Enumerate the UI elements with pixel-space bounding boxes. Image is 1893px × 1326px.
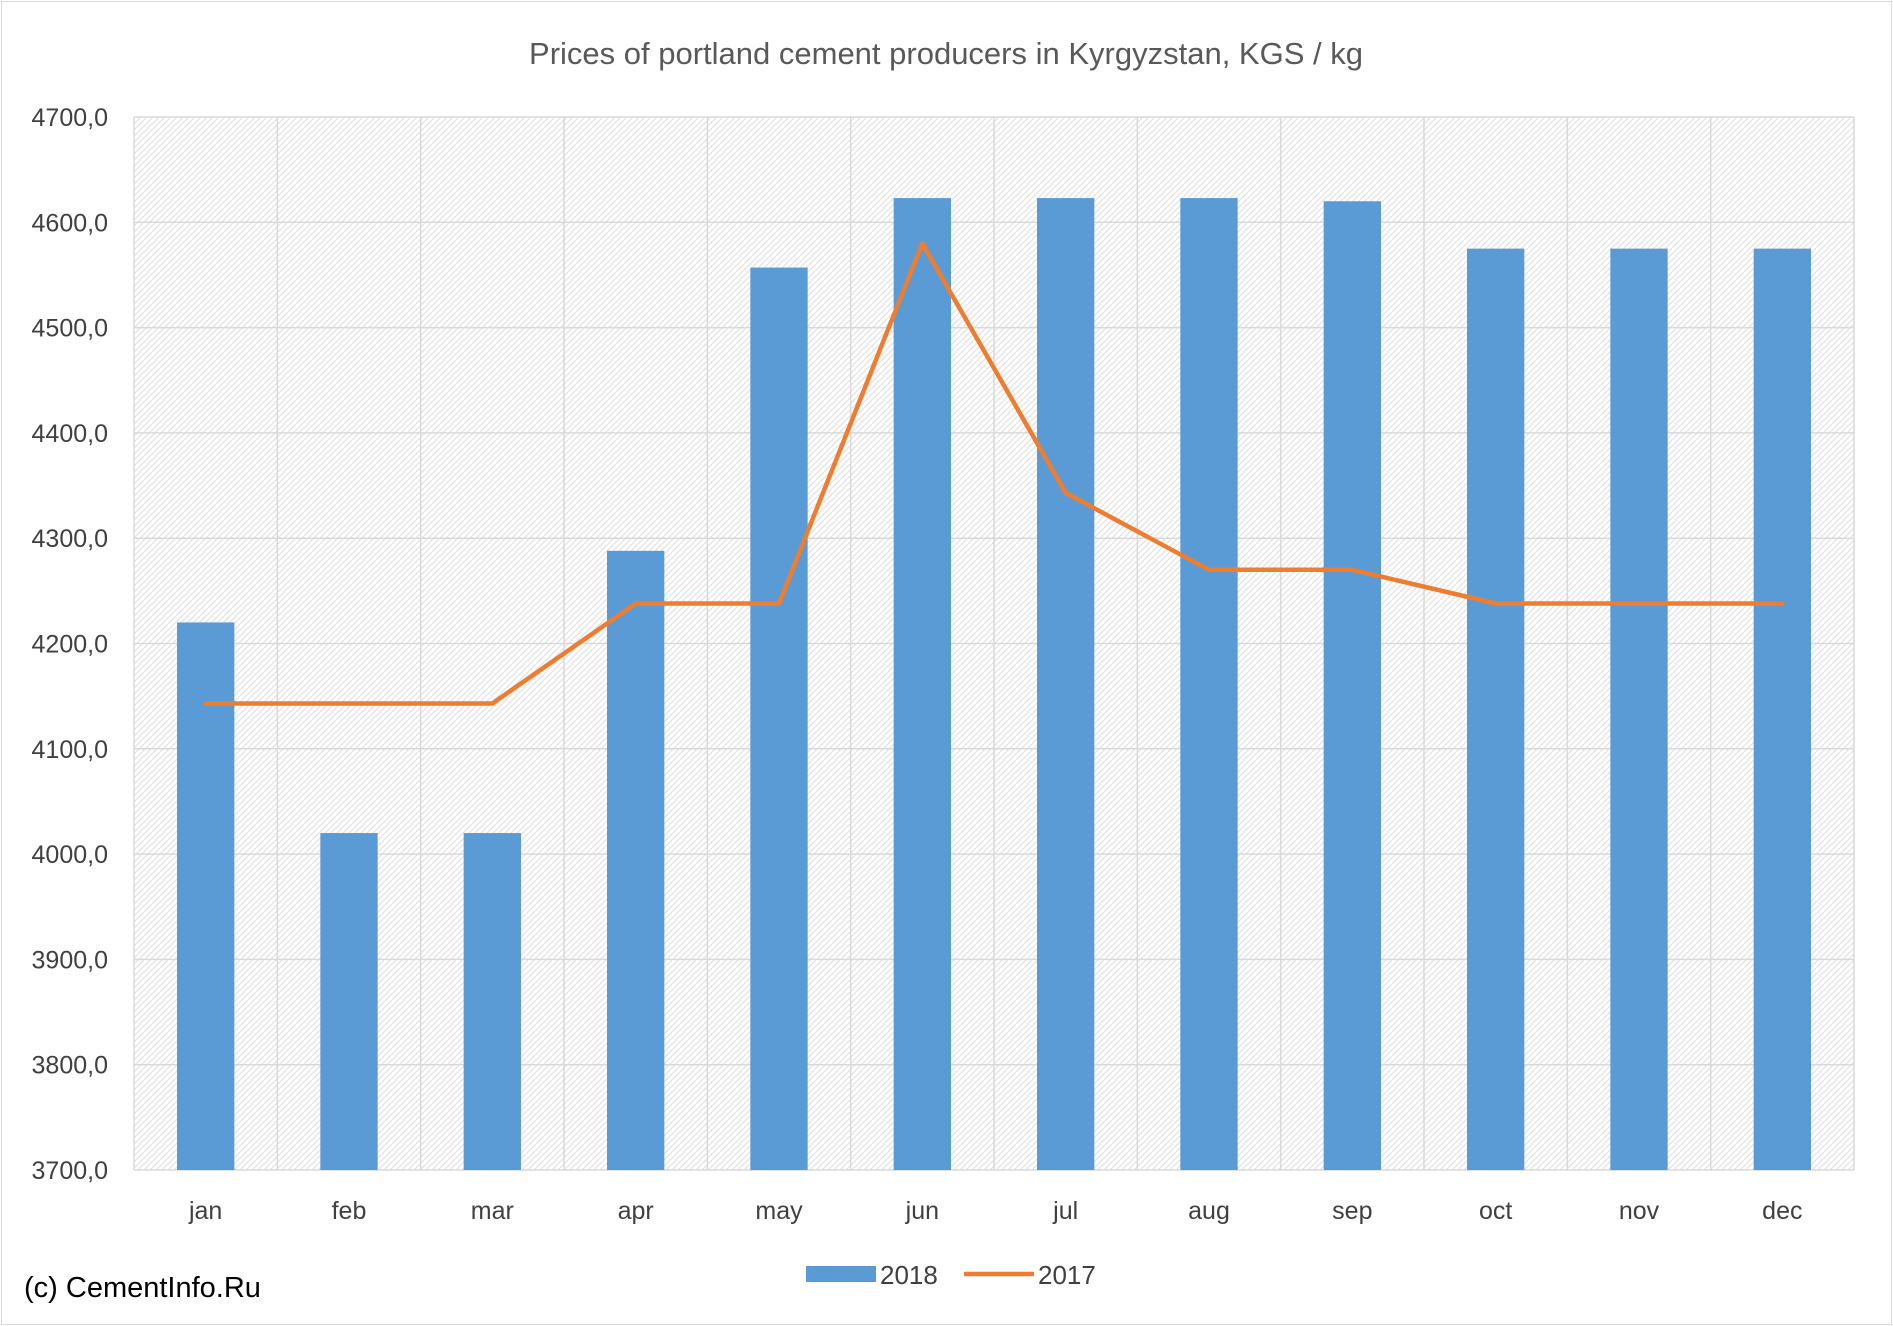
- y-tick-label: 3900,0: [32, 946, 108, 974]
- x-tick-label: dec: [1762, 1197, 1802, 1225]
- x-tick-label: feb: [332, 1197, 367, 1225]
- bar-2018: [1467, 248, 1525, 1170]
- bar-2018: [177, 622, 235, 1170]
- bars-2018: [177, 198, 1811, 1171]
- y-tick-label: 4100,0: [32, 736, 108, 764]
- bar-2018: [893, 198, 951, 1170]
- line-series-2017: [203, 241, 1785, 706]
- line-2017: [203, 241, 1785, 706]
- x-tick-label: jun: [905, 1197, 939, 1225]
- y-tick-label: 4200,0: [32, 631, 108, 659]
- bar-2018: [463, 833, 521, 1170]
- x-tick-label: oct: [1479, 1197, 1512, 1225]
- x-tick-label: nov: [1619, 1197, 1660, 1225]
- x-tick-label: jan: [188, 1197, 222, 1225]
- x-tick-label: aug: [1188, 1197, 1230, 1225]
- x-tick-label: apr: [618, 1197, 654, 1225]
- y-tick-label: 4600,0: [32, 209, 108, 237]
- bar-2018: [1180, 198, 1238, 1170]
- legend-swatch-2018: [806, 1266, 876, 1282]
- legend-label-2017: 2017: [1038, 1260, 1096, 1290]
- x-tick-label: sep: [1332, 1197, 1372, 1225]
- y-tick-label: 4500,0: [32, 315, 108, 343]
- copyright-text: (c) CementInfo.Ru: [24, 1272, 261, 1304]
- y-tick-label: 4400,0: [32, 420, 108, 448]
- x-axis-tick-labels: jan feb mar apr may jun jul aug sep oct nov dec: [188, 1197, 1803, 1225]
- y-tick-label: 4700,0: [32, 104, 108, 132]
- y-tick-label: 3800,0: [32, 1052, 108, 1080]
- y-tick-label: 3700,0: [32, 1157, 108, 1185]
- y-axis-tick-labels: 3700,0 3800,0 3900,0 4000,0 4100,0 4200,0 4300…: [32, 104, 108, 1185]
- x-tick-label: mar: [471, 1197, 514, 1225]
- x-tick-label: jul: [1052, 1197, 1078, 1225]
- bar-2018: [1610, 248, 1668, 1170]
- x-tick-label: may: [755, 1197, 803, 1225]
- legend: 2018 2017: [806, 1260, 1096, 1290]
- bar-2018: [750, 267, 808, 1171]
- bar-2018: [1037, 198, 1095, 1170]
- bar-2018: [320, 833, 378, 1170]
- bar-2018: [607, 550, 665, 1170]
- y-tick-label: 4000,0: [32, 841, 108, 869]
- chart-title: Prices of portland cement producers in K…: [529, 36, 1363, 71]
- bar-2018: [1753, 248, 1811, 1170]
- gridlines: [133, 116, 1855, 1171]
- legend-label-2018: 2018: [880, 1260, 938, 1290]
- y-tick-label: 4300,0: [32, 525, 108, 553]
- bar-2018: [1323, 201, 1381, 1171]
